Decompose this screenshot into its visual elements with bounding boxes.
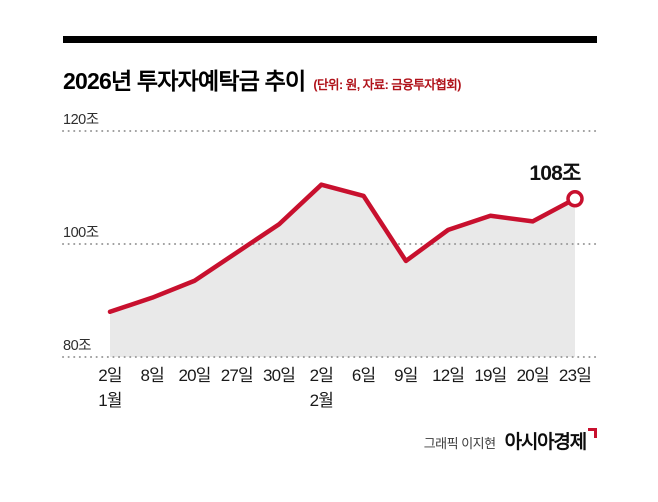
chart-title: 2026년 투자자예탁금 추이 <box>63 68 306 94</box>
x-axis-label: 20일 <box>178 366 210 385</box>
month-label: 2월 <box>310 391 334 410</box>
chart-footer: 그래픽 이지현 아시아경제 <box>424 427 597 454</box>
x-axis-label: 12일 <box>432 366 464 385</box>
top-rule <box>63 36 597 43</box>
x-axis-label: 27일 <box>221 366 253 385</box>
chart-subtitle: (단위: 원, 자료: 금융투자협회) <box>313 78 461 92</box>
x-axis-label: 20일 <box>517 366 549 385</box>
x-axis-label: 6일 <box>352 366 376 385</box>
brand-logo-text: 아시아경제 <box>504 432 588 453</box>
graphic-credit: 그래픽 이지현 <box>423 436 496 451</box>
x-axis-label: 30일 <box>263 366 295 385</box>
y-axis-label: 100조 <box>63 225 99 241</box>
end-point-marker <box>566 190 584 208</box>
area-fill <box>110 184 575 357</box>
x-axis-label: 2일 <box>310 366 334 385</box>
y-axis-label: 80조 <box>63 338 91 354</box>
x-axis-label: 23일 <box>559 366 591 385</box>
brand-mark-icon <box>588 428 597 438</box>
x-axis-label: 8일 <box>141 366 165 385</box>
trend-line <box>107 182 578 315</box>
brand-logo: 아시아경제 <box>505 427 597 454</box>
month-label: 1월 <box>98 391 122 410</box>
chart-header: 2026년 투자자예탁금 추이 (단위: 원, 자료: 금융투자협회) <box>63 62 461 96</box>
annotation-label: 108조 <box>529 162 581 185</box>
x-axis-label: 2일 <box>98 366 122 385</box>
x-axis-label: 19일 <box>474 366 506 385</box>
x-axis-label: 9일 <box>394 366 418 385</box>
y-axis-label: 120조 <box>63 112 99 128</box>
